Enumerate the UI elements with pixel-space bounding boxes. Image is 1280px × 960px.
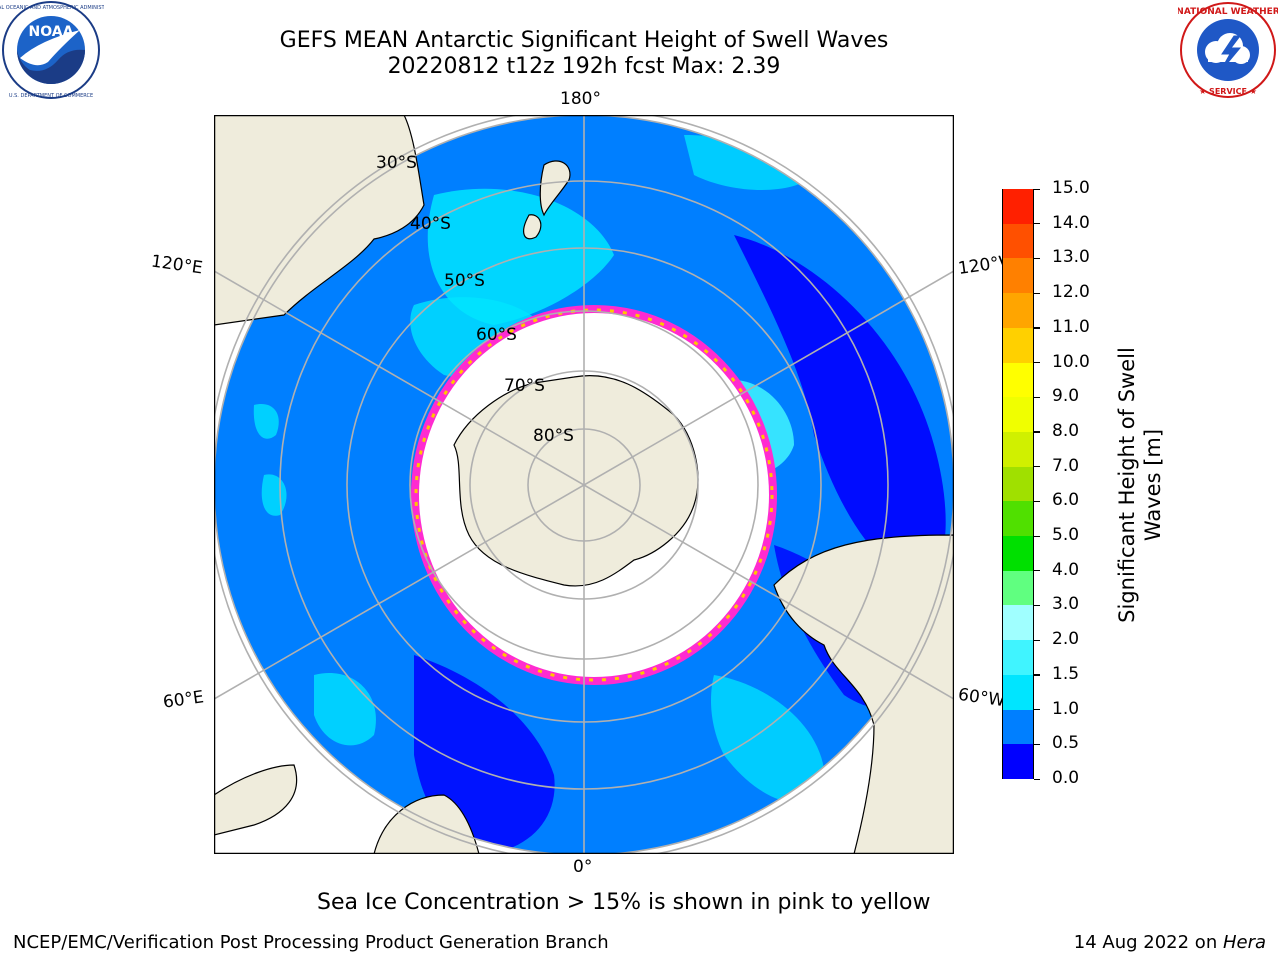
colorbar-segment [1003,500,1033,537]
lat-label-40s: 40°S [410,214,451,234]
colorbar-tick-mark [1034,743,1040,745]
colorbar-tick-mark [1034,466,1040,468]
colorbar-tick-label: 12.0 [1052,282,1090,303]
lat-label-50s: 50°S [444,271,485,291]
land-masses [214,115,954,854]
footer-host: Hera [1222,932,1266,953]
colorbar-segment [1003,743,1033,779]
colorbar-tick-mark [1034,223,1040,225]
colorbar-tick-label: 11.0 [1052,316,1090,337]
forecast-subtitle: 20220812 t12z 192h fcst Max: 2.39 [387,54,781,79]
colorbar-tick-label: 9.0 [1052,386,1080,407]
lon-label-180: 180° [560,89,601,109]
colorbar-tick-mark [1034,292,1040,294]
colorbar-tick-mark [1034,778,1040,780]
colorbar-segment [1003,431,1033,467]
colorbar-segment [1003,466,1033,502]
colorbar-tick-label: 2.0 [1052,629,1080,650]
colorbar-tick-label: 7.0 [1052,455,1080,476]
colorbar-segment [1003,535,1033,571]
colorbar-tick-mark [1034,327,1040,329]
colorbar-segment [1003,709,1033,745]
svg-text:U.S. DEPARTMENT OF COMMERCE: U.S. DEPARTMENT OF COMMERCE [9,93,93,99]
map-frame [214,115,954,854]
page-title: GEFS MEAN Antarctic Significant Height o… [279,28,889,53]
noaa-logo: NOAA NATIONAL OCEANIC AND ATMOSPHERIC AD… [0,1,104,99]
colorbar-segment [1003,327,1033,363]
colorbar-tick-mark [1034,431,1040,433]
colorbar-tick-mark [1034,535,1040,537]
graticule [214,115,954,854]
lon-label-0: 0° [573,857,593,877]
colorbar-tick-mark [1034,500,1040,503]
colorbar-tick-label: 13.0 [1052,247,1090,268]
colorbar-tick-mark [1034,674,1040,676]
colorbar-segment [1003,639,1033,675]
colorbar-tick-mark [1034,188,1040,190]
colorbar-segment [1003,292,1033,328]
colorbar [1002,188,1034,779]
lat-label-30s: 30°S [376,153,417,173]
colorbar-tick-label: 1.5 [1052,663,1080,684]
footer-date-text: 14 Aug 2022 on [1073,932,1223,953]
colorbar-tick-mark [1034,709,1040,711]
colorbar-tick-label: 3.0 [1052,594,1080,615]
svg-text:NATIONAL WEATHER: NATIONAL WEATHER [1178,7,1278,17]
lon-label-60w: 60°W [956,684,1007,712]
colorbar-tick-label: 14.0 [1052,212,1090,233]
footer-credit: NCEP/EMC/Verification Post Processing Pr… [13,932,609,953]
sea-ice-note: Sea Ice Concentration > 15% is shown in … [317,890,931,915]
colorbar-tick-mark [1034,639,1040,641]
nws-logo: NATIONAL WEATHER ★ SERVICE ★ [1178,2,1278,98]
colorbar-segment [1003,604,1033,641]
colorbar-tick-label: 0.5 [1052,733,1080,754]
colorbar-segment [1003,257,1033,294]
colorbar-segment [1003,570,1033,606]
colorbar-tick-label: 10.0 [1052,351,1090,372]
lon-label-120e: 120°E [149,251,204,279]
svg-text:NATIONAL OCEANIC AND ATMOSPHER: NATIONAL OCEANIC AND ATMOSPHERIC ADMINIS… [0,5,104,11]
colorbar-tick-label: 15.0 [1052,178,1090,198]
colorbar-tick-label: 4.0 [1052,559,1080,580]
colorbar-tick-mark [1034,257,1040,260]
colorbar-label: Significant Height of Swell Waves [m] [1115,347,1165,623]
colorbar-tick-label: 0.0 [1052,768,1080,788]
colorbar-tick-mark [1034,362,1040,364]
polar-map: 30°S 40°S 50°S 60°S 70°S 80°S [214,115,954,854]
noaa-logo-text: NOAA [29,24,74,40]
colorbar-segment [1003,674,1033,710]
colorbar-tick-label: 6.0 [1052,490,1080,511]
svg-text:★ SERVICE ★: ★ SERVICE ★ [1199,87,1257,96]
colorbar-tick-mark [1034,570,1040,572]
colorbar-tick-label: 8.0 [1052,420,1080,441]
colorbar-tick-label: 1.0 [1052,698,1080,719]
colorbar-tick-mark [1034,396,1040,398]
lat-label-70s: 70°S [504,376,545,396]
colorbar-segment [1003,396,1033,432]
lon-label-60e: 60°E [161,687,206,713]
colorbar-tick-mark [1034,604,1040,607]
colorbar-segment [1003,223,1033,259]
footer-date: 14 Aug 2022 on Hera [1074,932,1266,953]
colorbar-tick-label: 5.0 [1052,525,1080,546]
colorbar-segment [1003,188,1033,224]
lat-label-60s: 60°S [476,325,517,345]
lat-label-80s: 80°S [533,426,574,446]
colorbar-segment [1003,362,1033,398]
